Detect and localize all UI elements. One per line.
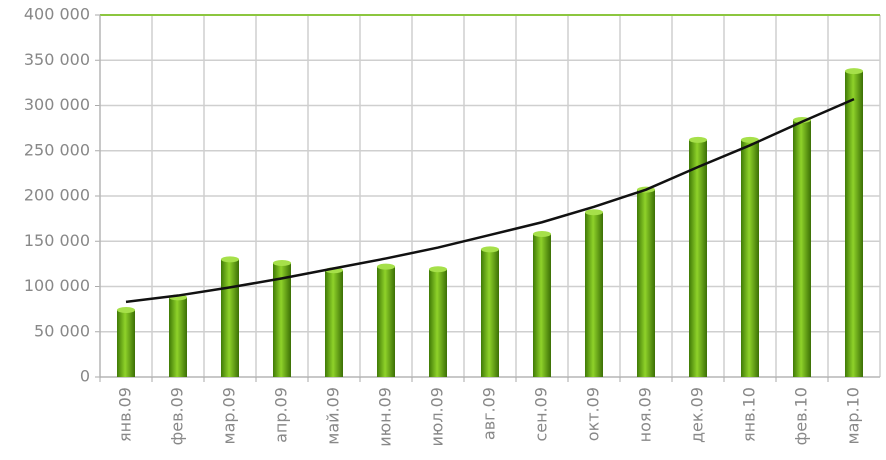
x-tick-label: мар.10 [844,387,863,444]
x-tick-label: июн.09 [376,387,395,447]
x-tick-label: июл.09 [428,387,447,447]
bar [273,262,291,377]
y-tick-label: 350 000 [24,50,90,69]
x-tick-label: фев.09 [168,387,187,445]
y-tick-label: 250 000 [24,140,90,159]
x-tick-label: апр.09 [272,387,291,443]
x-tick-label: сен.09 [532,387,551,442]
y-tick-label: 100 000 [24,276,90,295]
x-tick-label: ноя.09 [636,387,655,442]
bar [117,310,135,377]
bar [533,234,551,377]
bar [169,297,187,377]
bar [741,139,759,377]
y-tick-label: 0 [80,367,90,386]
bar-cap [689,136,707,143]
x-tick-label: мар.09 [220,387,239,444]
y-tick-label: 150 000 [24,231,90,250]
bar-cap [273,259,291,266]
bar-cap [377,263,395,270]
y-tick-label: 400 000 [24,5,90,24]
bar-cap [585,209,603,216]
bar-cap [845,68,863,75]
x-tick-label: янв.10 [740,387,759,442]
bar [689,139,707,377]
x-tick-label: окт.09 [584,387,603,441]
bar [793,119,811,377]
y-tick-label: 50 000 [34,321,90,340]
bar-cap [481,246,499,253]
bar [325,270,343,377]
bar-cap [117,307,135,314]
x-tick-label: май.09 [324,387,343,445]
x-tick-label: янв.09 [116,387,135,442]
y-tick-label: 300 000 [24,95,90,114]
bar [585,212,603,377]
bar-cap [741,136,759,143]
bar [429,269,447,377]
bar [377,266,395,377]
y-tick-label: 200 000 [24,186,90,205]
bar [221,259,239,377]
bar [637,189,655,377]
x-tick-label: авг.09 [480,387,499,440]
x-tick-label: фев.10 [792,387,811,445]
bar [481,249,499,377]
bar-cap [429,266,447,273]
bar-cap [221,256,239,263]
bar [845,71,863,378]
x-tick-label: дек.09 [688,387,707,443]
trend-line [125,98,855,304]
bar-cap [533,231,551,238]
